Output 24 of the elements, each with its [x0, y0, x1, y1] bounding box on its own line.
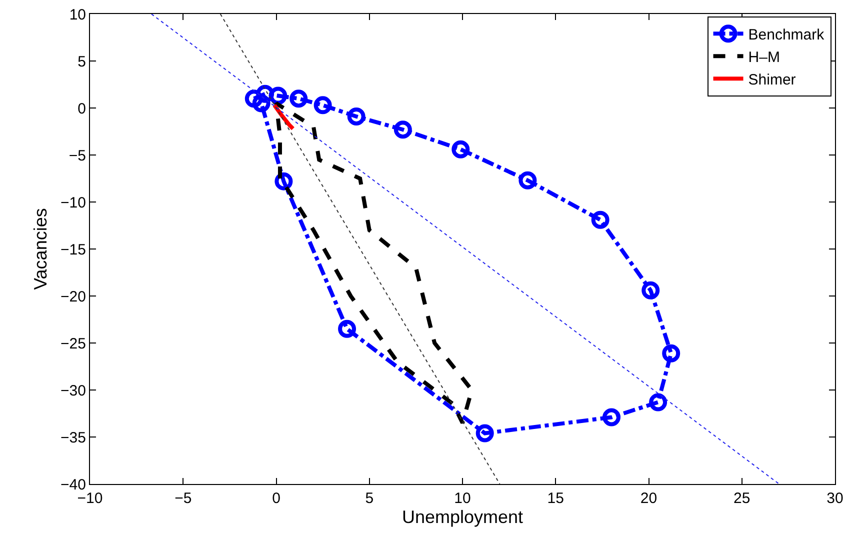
y-tick-label: −5 [68, 147, 86, 164]
y-tick-label: −25 [60, 335, 86, 352]
x-tick-label: 15 [547, 490, 564, 507]
x-tick-label: 0 [272, 490, 280, 507]
x-tick-label: 25 [734, 490, 750, 507]
x-tick-label: 30 [826, 490, 844, 507]
x-tick-label: −5 [174, 490, 192, 507]
y-tick-label: −10 [60, 194, 86, 212]
legend-label: H–M [748, 48, 780, 66]
y-tick-label: −35 [60, 429, 86, 446]
y-tick-label: −30 [60, 382, 86, 400]
x-tick-label: 10 [454, 490, 471, 507]
y-tick-label: 10 [69, 6, 86, 24]
x-tick-label: 20 [640, 490, 658, 507]
legend-label: Shimer [748, 71, 796, 88]
x-axis-title: Unemployment [402, 507, 524, 528]
y-tick-label: 0 [78, 100, 86, 118]
y-tick-label: −40 [60, 476, 86, 494]
legend-label: Benchmark [748, 26, 825, 44]
y-axis-title: Vacancies [30, 208, 51, 290]
x-tick-label: 5 [365, 490, 374, 507]
y-tick-label: −15 [60, 241, 86, 258]
y-tick-label: −20 [60, 288, 86, 306]
y-tick-label: 5 [78, 53, 86, 70]
